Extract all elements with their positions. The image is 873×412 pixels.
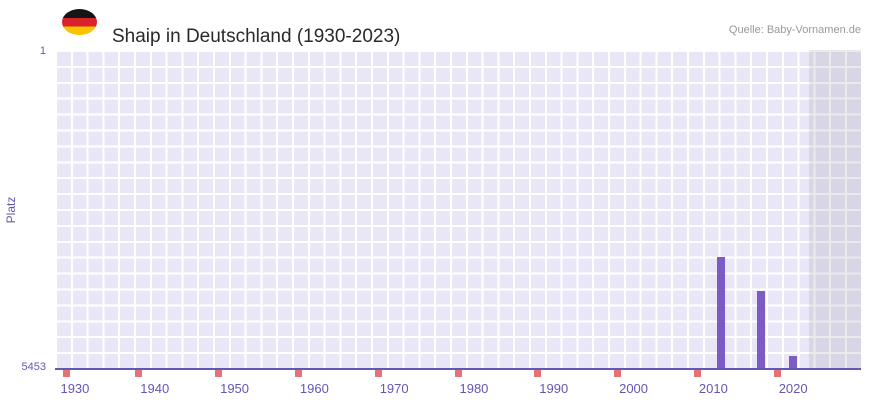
no-rank-marker-1929 (63, 370, 71, 377)
no-rank-marker-2018 (773, 370, 781, 377)
rank-bar-2016[interactable] (757, 291, 766, 368)
y-axis-title: Platz (4, 196, 18, 224)
x-axis-tick-labels: 1930 1940 1950 1960 1970 1980 1990 2000 2010 2020 (55, 381, 861, 401)
x-tick-label-1930: 1930 (60, 381, 90, 396)
x-tick-label-1980: 1980 (459, 381, 489, 396)
x-tick-label-2020: 2020 (778, 381, 808, 396)
future-no-data-band (809, 50, 861, 368)
plot-area (55, 50, 861, 377)
x-tick-label-2010: 2010 (698, 381, 728, 396)
no-rank-marker-1958 (294, 370, 302, 377)
x-tick-label-1990: 1990 (539, 381, 569, 396)
y-axis-bottom-label: 5453 (21, 361, 46, 373)
source-attribution: Quelle: Baby-Vornamen.de (728, 24, 861, 36)
no-rank-marker-1978 (454, 370, 462, 377)
no-rank-marker-2008 (693, 370, 701, 377)
no-rank-marker-1988 (534, 370, 542, 377)
germany-flag-icon (62, 9, 97, 35)
no-rank-marker-1948 (215, 370, 223, 377)
x-tick-label-1950: 1950 (220, 381, 250, 396)
no-rank-marker-1938 (135, 370, 143, 377)
x-tick-label-1940: 1940 (140, 381, 170, 396)
y-axis-top-label: 1 (39, 45, 46, 57)
x-tick-label-2000: 2000 (619, 381, 649, 396)
no-rank-marker-1998 (614, 370, 622, 377)
no-rank-marker-1968 (374, 370, 382, 377)
x-tick-label-1970: 1970 (379, 381, 409, 396)
chart-title: Shaip in Deutschland (1930-2023) (112, 25, 401, 47)
x-tick-label-1960: 1960 (299, 381, 329, 396)
rank-bar-2011[interactable] (717, 256, 726, 368)
rank-bar-2020[interactable] (789, 356, 798, 368)
